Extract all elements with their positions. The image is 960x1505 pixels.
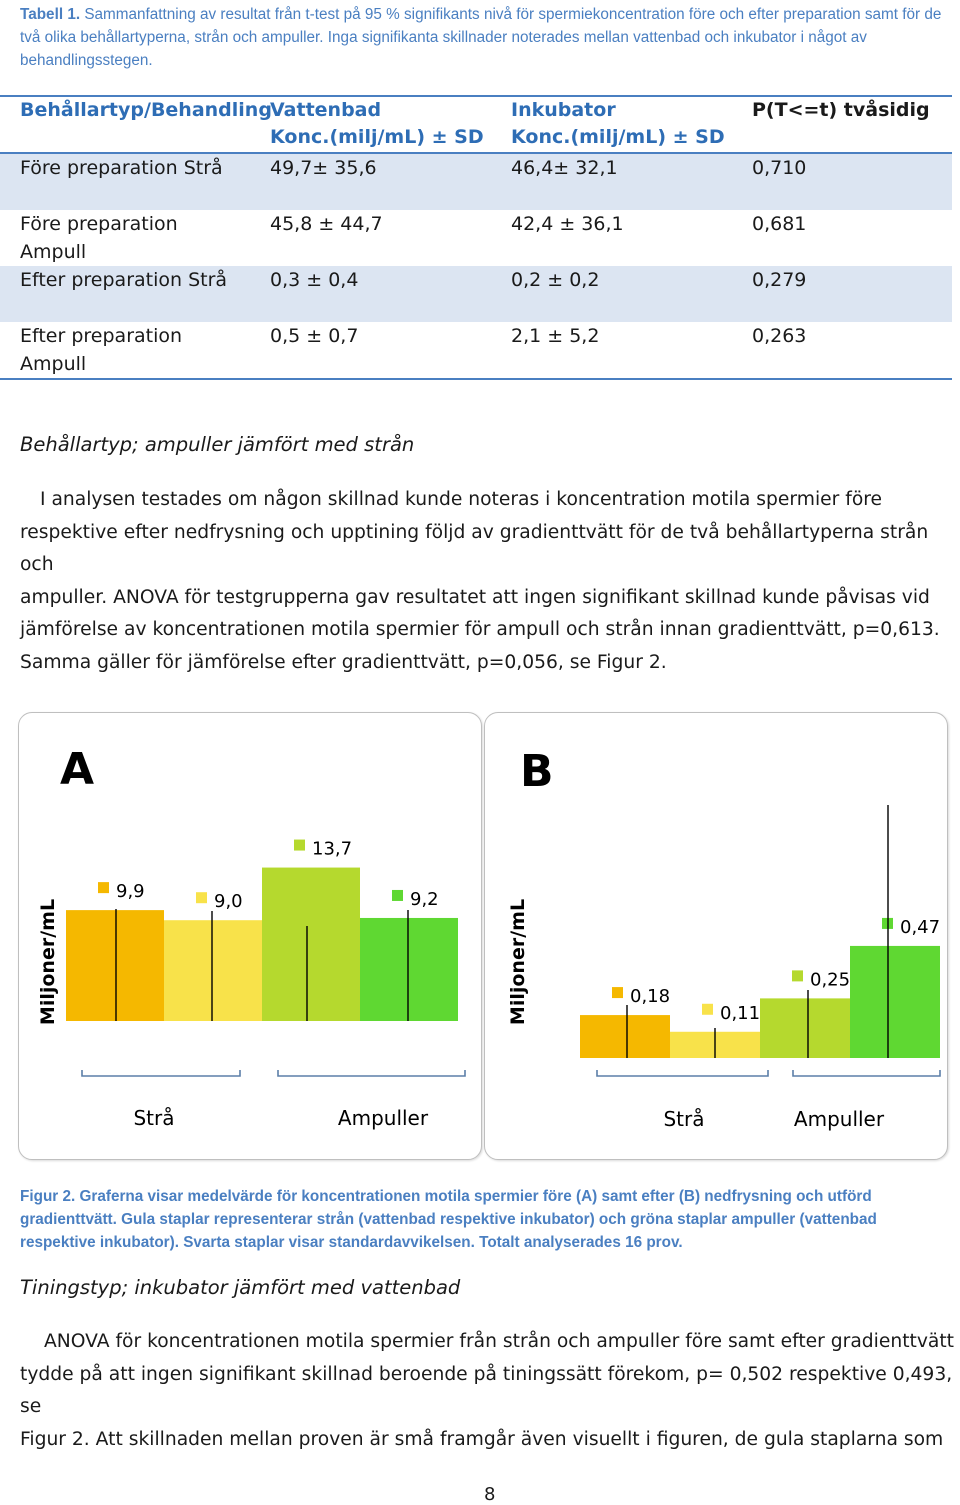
header-treatment: Behållartyp/Behandling <box>20 99 272 121</box>
table-row: Före preparation Strå 49,7± 35,6 46,4± 3… <box>0 154 952 210</box>
table-row: Före preparation Ampull 45,8 ± 44,7 42,4… <box>0 210 952 266</box>
panel-label: B <box>520 746 554 797</box>
figure-caption: Figur 2. Graferna visar medelvärde för k… <box>20 1185 945 1254</box>
page-number: 8 <box>484 1484 496 1505</box>
bar-4 <box>850 945 940 1058</box>
paragraph-line: ampuller. ANOVA för testgrupperna gav re… <box>20 586 930 608</box>
group-bracket-2 <box>277 1070 466 1077</box>
group-label-1: Strå <box>133 1106 174 1130</box>
group-label-1: Strå <box>663 1107 704 1131</box>
bar-3 <box>760 998 850 1058</box>
bar-1 <box>66 910 164 1021</box>
row-inkubator: 42,4 ± 36,1 <box>511 213 624 235</box>
bar-marker-2 <box>702 1003 713 1015</box>
header-inkubator: Inkubator <box>511 99 616 121</box>
group-label-2: Ampuller <box>794 1107 885 1131</box>
row-vattenbad: 49,7± 35,6 <box>270 157 377 179</box>
results-table: Behållartyp/Behandling Vattenbad Konc.(m… <box>0 92 952 382</box>
group-label-2: Ampuller <box>338 1106 429 1130</box>
bar-marker-2 <box>196 892 207 904</box>
data-label-2: 0,11 <box>720 1003 760 1024</box>
row-vattenbad: 45,8 ± 44,7 <box>270 213 383 235</box>
paragraph-line: jämförelse av koncentrationen motila spe… <box>20 619 940 640</box>
data-label-2: 9,0 <box>214 891 243 912</box>
paragraph-line: Samma gäller för jämförelse efter gradie… <box>20 651 667 673</box>
bar-1 <box>580 1015 670 1058</box>
row-label: Efter preparation <box>20 325 183 347</box>
chart-panel-b <box>484 712 948 1160</box>
table-header-rule <box>0 152 952 154</box>
row-label: Före preparation <box>20 213 178 235</box>
row-vattenbad: 0,5 ± 0,7 <box>270 325 359 347</box>
figure-2-charts: A Miljoner/mL 9,9 9,0 13,7 9,2 Strå Ampuller B M… <box>37 744 941 1131</box>
bar-marker-4 <box>392 889 403 901</box>
data-label-4: 0,47 <box>900 917 940 938</box>
y-axis-label: Miljoner/mL <box>37 899 59 1025</box>
paragraph-line: tydde på att ingen signifikant skillnad … <box>20 1363 953 1418</box>
table-bottom-rule <box>0 378 952 380</box>
paragraph-line: I analysen testades om någon skillnad ku… <box>40 489 883 510</box>
data-label-4: 9,2 <box>410 889 439 910</box>
header-vattenbad-unit: Konc.(milj/mL) ± SD <box>270 126 484 148</box>
row-p-value: 0,263 <box>752 325 807 347</box>
section-heading-tining: Tiningstyp; inkubator jämfört med vatten… <box>20 1276 461 1299</box>
figure-caption-text: Graferna visar medelvärde för koncentrat… <box>20 1188 877 1251</box>
group-bracket-1 <box>596 1070 769 1077</box>
header-vattenbad: Vattenbad <box>270 99 382 121</box>
row-inkubator: 46,4± 32,1 <box>511 157 618 179</box>
row-p-value: 0,279 <box>752 269 807 291</box>
table-caption: Tabell 1. Sammanfattning av resultat frå… <box>20 3 945 72</box>
y-axis-label: Miljoner/mL <box>507 899 529 1025</box>
table-caption-prefix: Tabell 1. <box>20 6 85 23</box>
table-row: Efter preparation Ampull 0,5 ± 0,7 2,1 ±… <box>0 322 952 378</box>
row-label: Före preparation Strå <box>20 157 223 179</box>
data-label-3: 0,25 <box>810 969 850 990</box>
figure-caption-prefix: Figur 2. <box>20 1188 80 1205</box>
row-inkubator: 0,2 ± 0,2 <box>511 269 600 291</box>
data-label-1: 9,9 <box>116 881 145 902</box>
section-paragraph: I analysen testades om någon skillnad ku… <box>20 484 960 679</box>
chart-b: B Miljoner/mL 0,18 0,11 0,25 0,47 Strå Ampuller <box>507 746 941 1131</box>
bar-marker-3 <box>792 970 803 982</box>
bar-4 <box>360 917 458 1021</box>
paragraph-line: Figur 2. Att skillnaden mellan proven är… <box>20 1428 944 1450</box>
row-inkubator: 2,1 ± 5,2 <box>511 325 600 347</box>
row-label-line2: Ampull <box>20 241 87 263</box>
bar-marker-1 <box>612 987 623 999</box>
section-heading-container: Behållartyp; ampuller jämfört med strån <box>20 433 415 456</box>
bar-marker-3 <box>294 839 305 851</box>
table-top-rule <box>0 95 952 97</box>
header-inkubator-unit: Konc.(milj/mL) ± SD <box>511 126 725 148</box>
group-bracket-2 <box>792 1070 941 1077</box>
group-bracket-1 <box>81 1070 241 1077</box>
row-label: Efter preparation Strå <box>20 269 228 291</box>
table-row: Efter preparation Strå 0,3 ± 0,4 0,2 ± 0… <box>0 266 952 322</box>
bar-3 <box>262 867 360 1021</box>
paragraph-line: ANOVA för koncentrationen motila spermie… <box>44 1331 955 1352</box>
row-p-value: 0,710 <box>752 157 807 179</box>
row-label-line2: Ampull <box>20 353 87 375</box>
section-paragraph: ANOVA för koncentrationen motila spermie… <box>20 1326 960 1456</box>
paragraph-line: respektive efter nedfrysning och upptini… <box>20 521 929 576</box>
chart-a: A Miljoner/mL 9,9 9,0 13,7 9,2 Strå Ampuller <box>37 744 466 1130</box>
bar-2 <box>164 920 262 1021</box>
header-p-value: P(T<=t) tvåsidig <box>752 99 930 121</box>
panel-label: A <box>60 744 94 795</box>
row-vattenbad: 0,3 ± 0,4 <box>270 269 359 291</box>
data-label-1: 0,18 <box>630 986 670 1007</box>
bar-marker-1 <box>98 882 109 894</box>
table-caption-text: Sammanfattning av resultat från t-test p… <box>20 6 942 69</box>
row-p-value: 0,681 <box>752 213 807 235</box>
data-label-3: 13,7 <box>312 839 352 860</box>
